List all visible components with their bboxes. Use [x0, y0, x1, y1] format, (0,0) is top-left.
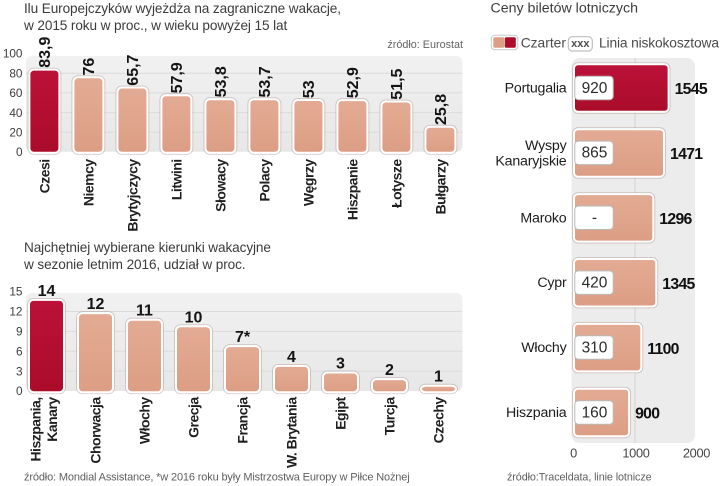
svg-text:Francja: Francja: [235, 397, 251, 444]
svg-text:Ceny biletów lotniczych: Ceny biletów lotniczych: [491, 1, 638, 17]
svg-text:Grecja: Grecja: [186, 397, 202, 438]
svg-text:Hiszpanie: Hiszpanie: [344, 159, 360, 221]
svg-text:Cypr: Cypr: [537, 275, 567, 291]
svg-text:420: 420: [582, 275, 608, 292]
svg-text:Włochy: Włochy: [137, 397, 153, 444]
svg-text:52,9: 52,9: [345, 67, 362, 98]
svg-text:w sezonie letnim 2016, udział: w sezonie letnim 2016, udział w proc.: [23, 257, 245, 272]
svg-text:865: 865: [582, 145, 608, 162]
svg-text:12: 12: [9, 305, 22, 319]
svg-text:w 2015 roku w proc., w wieku p: w 2015 roku w proc., w wieku powyżej 15 …: [23, 18, 287, 33]
svg-text:51,5: 51,5: [389, 68, 406, 99]
svg-text:83,9: 83,9: [37, 37, 54, 68]
svg-text:Kanary: Kanary: [44, 397, 60, 442]
svg-text:Portugalia: Portugalia: [505, 81, 567, 97]
svg-text:310: 310: [582, 339, 608, 356]
svg-text:Litwini: Litwini: [168, 159, 184, 200]
svg-text:Czarter: Czarter: [521, 35, 567, 50]
svg-text:900: 900: [635, 406, 660, 423]
svg-text:6: 6: [16, 345, 23, 359]
svg-text:20: 20: [9, 126, 23, 140]
svg-text:1296: 1296: [659, 211, 692, 228]
svg-text:1100: 1100: [647, 341, 679, 358]
svg-text:Chorwacja: Chorwacja: [88, 397, 104, 464]
svg-text:W. Brytania: W. Brytania: [284, 397, 300, 468]
svg-text:Węgrzy: Węgrzy: [300, 159, 316, 207]
svg-text:76: 76: [81, 58, 98, 76]
svg-text:2000: 2000: [683, 446, 710, 461]
svg-text:xxx: xxx: [571, 38, 590, 50]
svg-text:3: 3: [336, 356, 345, 373]
svg-text:Bułgarzy: Bułgarzy: [432, 159, 448, 215]
svg-text:Hiszpania,: Hiszpania,: [28, 397, 44, 461]
svg-text:0: 0: [16, 145, 23, 159]
svg-text:Ilu Europejczyków wyjeżdża na: Ilu Europejczyków wyjeżdża na zagraniczn…: [24, 1, 341, 16]
svg-text:1545: 1545: [675, 81, 708, 98]
svg-text:25,8: 25,8: [433, 94, 450, 125]
svg-text:Słowacy: Słowacy: [212, 159, 228, 212]
svg-text:Czesi: Czesi: [36, 159, 52, 193]
svg-text:Egipt: Egipt: [333, 396, 349, 429]
svg-text:9: 9: [16, 325, 23, 339]
svg-text:65,7: 65,7: [125, 54, 142, 85]
svg-text:Polacy: Polacy: [256, 159, 272, 202]
svg-text:1000: 1000: [622, 446, 649, 461]
svg-text:Linia niskokosztowa: Linia niskokosztowa: [599, 35, 719, 50]
svg-text:80: 80: [9, 66, 23, 80]
svg-text:Włochy: Włochy: [521, 340, 567, 356]
svg-text:Hiszpania: Hiszpania: [506, 405, 567, 421]
svg-text:57,9: 57,9: [169, 62, 186, 93]
svg-text:2: 2: [385, 362, 394, 379]
svg-text:60: 60: [9, 86, 23, 100]
svg-text:Kanaryjskie: Kanaryjskie: [495, 154, 566, 170]
svg-text:14: 14: [38, 283, 56, 300]
svg-text:źródło:Traceldata, linie lotni: źródło:Traceldata, linie lotnicze: [507, 472, 652, 484]
svg-text:920: 920: [582, 80, 608, 97]
svg-text:0: 0: [570, 446, 577, 461]
svg-text:-: -: [592, 210, 597, 227]
svg-text:3: 3: [16, 365, 23, 379]
svg-text:Brytyjczycy: Brytyjczycy: [124, 159, 140, 232]
svg-text:11: 11: [136, 303, 153, 320]
svg-text:0: 0: [16, 384, 23, 398]
svg-text:Turcja: Turcja: [382, 397, 398, 436]
svg-text:10: 10: [185, 309, 203, 326]
svg-text:53,8: 53,8: [213, 66, 230, 97]
svg-text:Czechy: Czechy: [431, 397, 447, 444]
svg-text:53,7: 53,7: [257, 66, 274, 97]
svg-text:źródło: Mondial Assistance, *w: źródło: Mondial Assistance, *w 2016 roku…: [24, 472, 410, 484]
svg-text:12: 12: [87, 296, 105, 313]
svg-text:Niemcy: Niemcy: [80, 159, 96, 207]
svg-text:53: 53: [301, 80, 318, 98]
svg-text:1345: 1345: [662, 276, 695, 293]
svg-text:4: 4: [287, 349, 296, 366]
svg-text:źródło: Eurostat: źródło: Eurostat: [387, 39, 463, 51]
svg-text:Wyspy: Wyspy: [525, 138, 568, 154]
svg-text:Łotysze: Łotysze: [388, 159, 404, 208]
svg-text:100: 100: [3, 47, 23, 61]
svg-text:1: 1: [434, 369, 443, 386]
svg-text:7*: 7*: [235, 329, 251, 346]
svg-text:Najchętniej wybierane kierunki: Najchętniej wybierane kierunki wakacyjne: [24, 240, 271, 255]
svg-text:160: 160: [582, 404, 608, 421]
svg-text:40: 40: [9, 106, 23, 120]
svg-text:1471: 1471: [670, 146, 703, 163]
svg-text:Maroko: Maroko: [520, 210, 566, 226]
svg-text:15: 15: [9, 285, 23, 299]
